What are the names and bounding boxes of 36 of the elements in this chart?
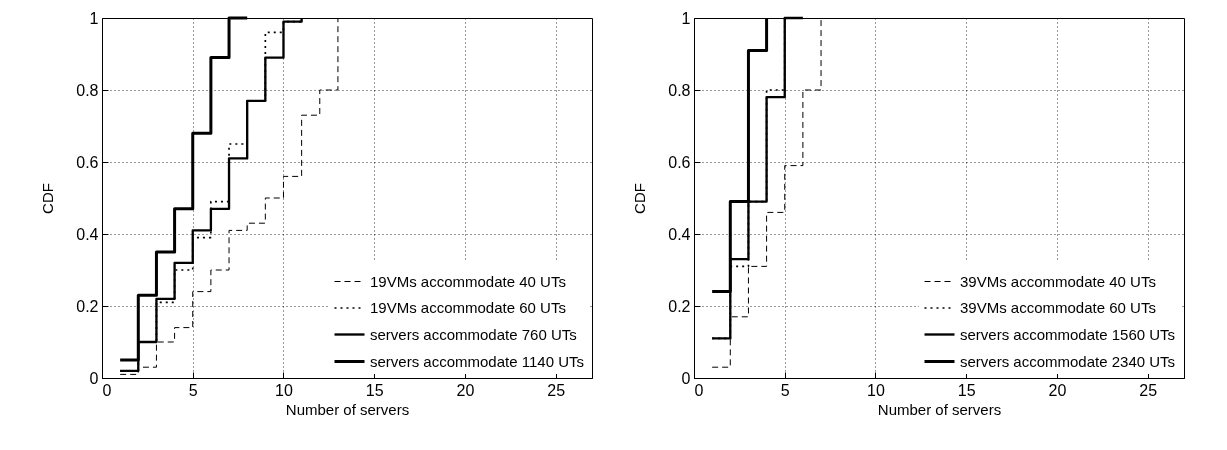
x-tick-label: 10: [867, 381, 885, 399]
y-tick-label: 0.2: [668, 297, 691, 315]
y-tick-label: 1: [681, 9, 691, 27]
legend-label: 39VMs accommodate 40 UTs: [960, 272, 1156, 290]
legend-label: servers accommodate 2340 UTs: [960, 352, 1176, 370]
legend-label: servers accommodate 1560 UTs: [960, 325, 1176, 343]
x-axis-title: Number of servers: [285, 400, 410, 418]
x-tick-label: 25: [1139, 381, 1158, 399]
y-tick-label: 1: [89, 9, 99, 27]
y-axis-title: CDF: [39, 183, 57, 214]
x-axis-title: Number of servers: [877, 400, 1002, 418]
legend-label: 39VMs accommodate 60 UTs: [960, 299, 1156, 316]
x-tick-label: 15: [957, 381, 976, 399]
legend-label: servers accommodate 1140 UTs: [370, 352, 584, 370]
x-tick-label: 5: [188, 381, 198, 399]
y-tick-label: 0: [681, 369, 691, 387]
x-tick-label: 5: [780, 381, 790, 399]
legend-label: 19VMs accommodate 60 UTs: [370, 299, 566, 316]
y-tick-label: 0: [89, 369, 99, 387]
y-tick-label: 0.4: [668, 225, 691, 243]
y-tick-label: 0.4: [76, 225, 99, 243]
y-tick-label: 0.6: [668, 153, 691, 171]
y-tick-label: 0.8: [76, 81, 99, 99]
x-tick-label: 0: [102, 381, 112, 399]
y-tick-label: 0.2: [76, 297, 99, 315]
x-tick-label: 0: [694, 381, 704, 399]
x-tick-label: 15: [365, 381, 384, 399]
legend-label: servers accommodate 760 UTs: [370, 325, 577, 343]
x-tick-label: 20: [456, 381, 475, 399]
y-tick-label: 0.6: [76, 153, 99, 171]
x-tick-label: 10: [275, 381, 293, 399]
x-tick-label: 25: [547, 381, 566, 399]
legend-label: 19VMs accommodate 40 UTs: [370, 272, 566, 290]
x-tick-label: 20: [1048, 381, 1067, 399]
y-axis-title: CDF: [631, 183, 649, 214]
y-tick-label: 0.8: [668, 81, 691, 99]
